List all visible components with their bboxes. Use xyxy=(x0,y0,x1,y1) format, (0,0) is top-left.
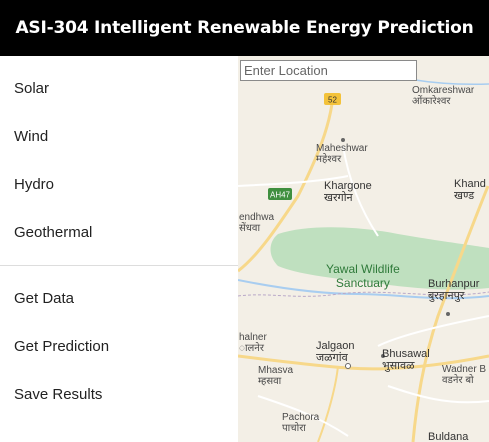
highway-shield xyxy=(324,93,341,105)
highway-shield xyxy=(268,188,292,200)
city-marker xyxy=(341,138,345,142)
sidebar-item-hydro[interactable]: Hydro xyxy=(14,175,55,193)
map-label-pachora: Pachora पाचोरा xyxy=(282,412,320,434)
map-canvas: 52 AH47 xyxy=(238,56,489,442)
map-label-khargone: Khargone खरगोन xyxy=(324,180,372,204)
sidebar-divider xyxy=(0,265,238,266)
map-label-jalgaon: Jalgaon जळगांव xyxy=(316,340,355,364)
map-label-yawal-sanctuary: Yawal Wildlife Sanctuary xyxy=(326,262,400,290)
road xyxy=(342,145,379,237)
map-label-khandwa: Khand खण्ड xyxy=(454,178,486,202)
sidebar-item-wind[interactable]: Wind xyxy=(14,127,49,145)
energy-type-menu: Solar Wind Hydro Geothermal xyxy=(0,56,238,256)
highway xyxy=(238,95,335,273)
app-title: ASI-304 Intelligent Renewable Energy Pre… xyxy=(15,18,474,38)
map-label-buldana: Buldana xyxy=(428,431,469,442)
map-label-maheshwar: Maheshwar महेश्वर xyxy=(316,143,368,165)
map-label-burhanpur: Burhanpur बुरहानपुर xyxy=(428,278,480,302)
map-label-bhusawal: Bhusawal भुसावळ xyxy=(382,348,430,372)
state-boundary xyxy=(238,291,489,297)
road xyxy=(257,395,349,437)
city-marker xyxy=(381,354,385,358)
sidebar-item-geothermal[interactable]: Geothermal xyxy=(14,223,93,241)
location-search-input[interactable] xyxy=(240,60,417,81)
map-label-mhasva: Mhasva म्हसवा xyxy=(258,365,294,387)
app-header: ASI-304 Intelligent Renewable Energy Pre… xyxy=(0,0,489,56)
highway xyxy=(317,365,339,442)
city-marker xyxy=(446,312,450,316)
save-results-button[interactable]: Save Results xyxy=(14,385,103,403)
highway-shield-label: 52 xyxy=(328,96,337,105)
road xyxy=(238,175,349,187)
action-menu: Get Data Get Prediction Save Results xyxy=(0,274,238,418)
road xyxy=(377,315,489,347)
road xyxy=(387,385,489,404)
wildlife-sanctuary-area xyxy=(270,227,489,290)
map-view[interactable]: 52 AH47 Omkareshwar ओंकारेश्वर Maheshwar… xyxy=(238,56,489,442)
map-label-omkareshwar: Omkareshwar ओंकारेश्वर xyxy=(412,85,475,107)
city-marker xyxy=(345,363,351,369)
map-label-chalner: halner ालनेर xyxy=(239,332,267,354)
sidebar: Solar Wind Hydro Geothermal Get Data Get… xyxy=(0,56,238,442)
get-prediction-button[interactable]: Get Prediction xyxy=(14,337,110,355)
get-data-button[interactable]: Get Data xyxy=(14,289,75,307)
sidebar-item-solar[interactable]: Solar xyxy=(14,79,50,97)
highway-shield-label: AH47 xyxy=(270,191,291,200)
map-label-sendhwa: endhwa सेंधवा xyxy=(239,212,275,234)
map-label-wadner: Wadner B वडनेर बो xyxy=(442,364,487,386)
